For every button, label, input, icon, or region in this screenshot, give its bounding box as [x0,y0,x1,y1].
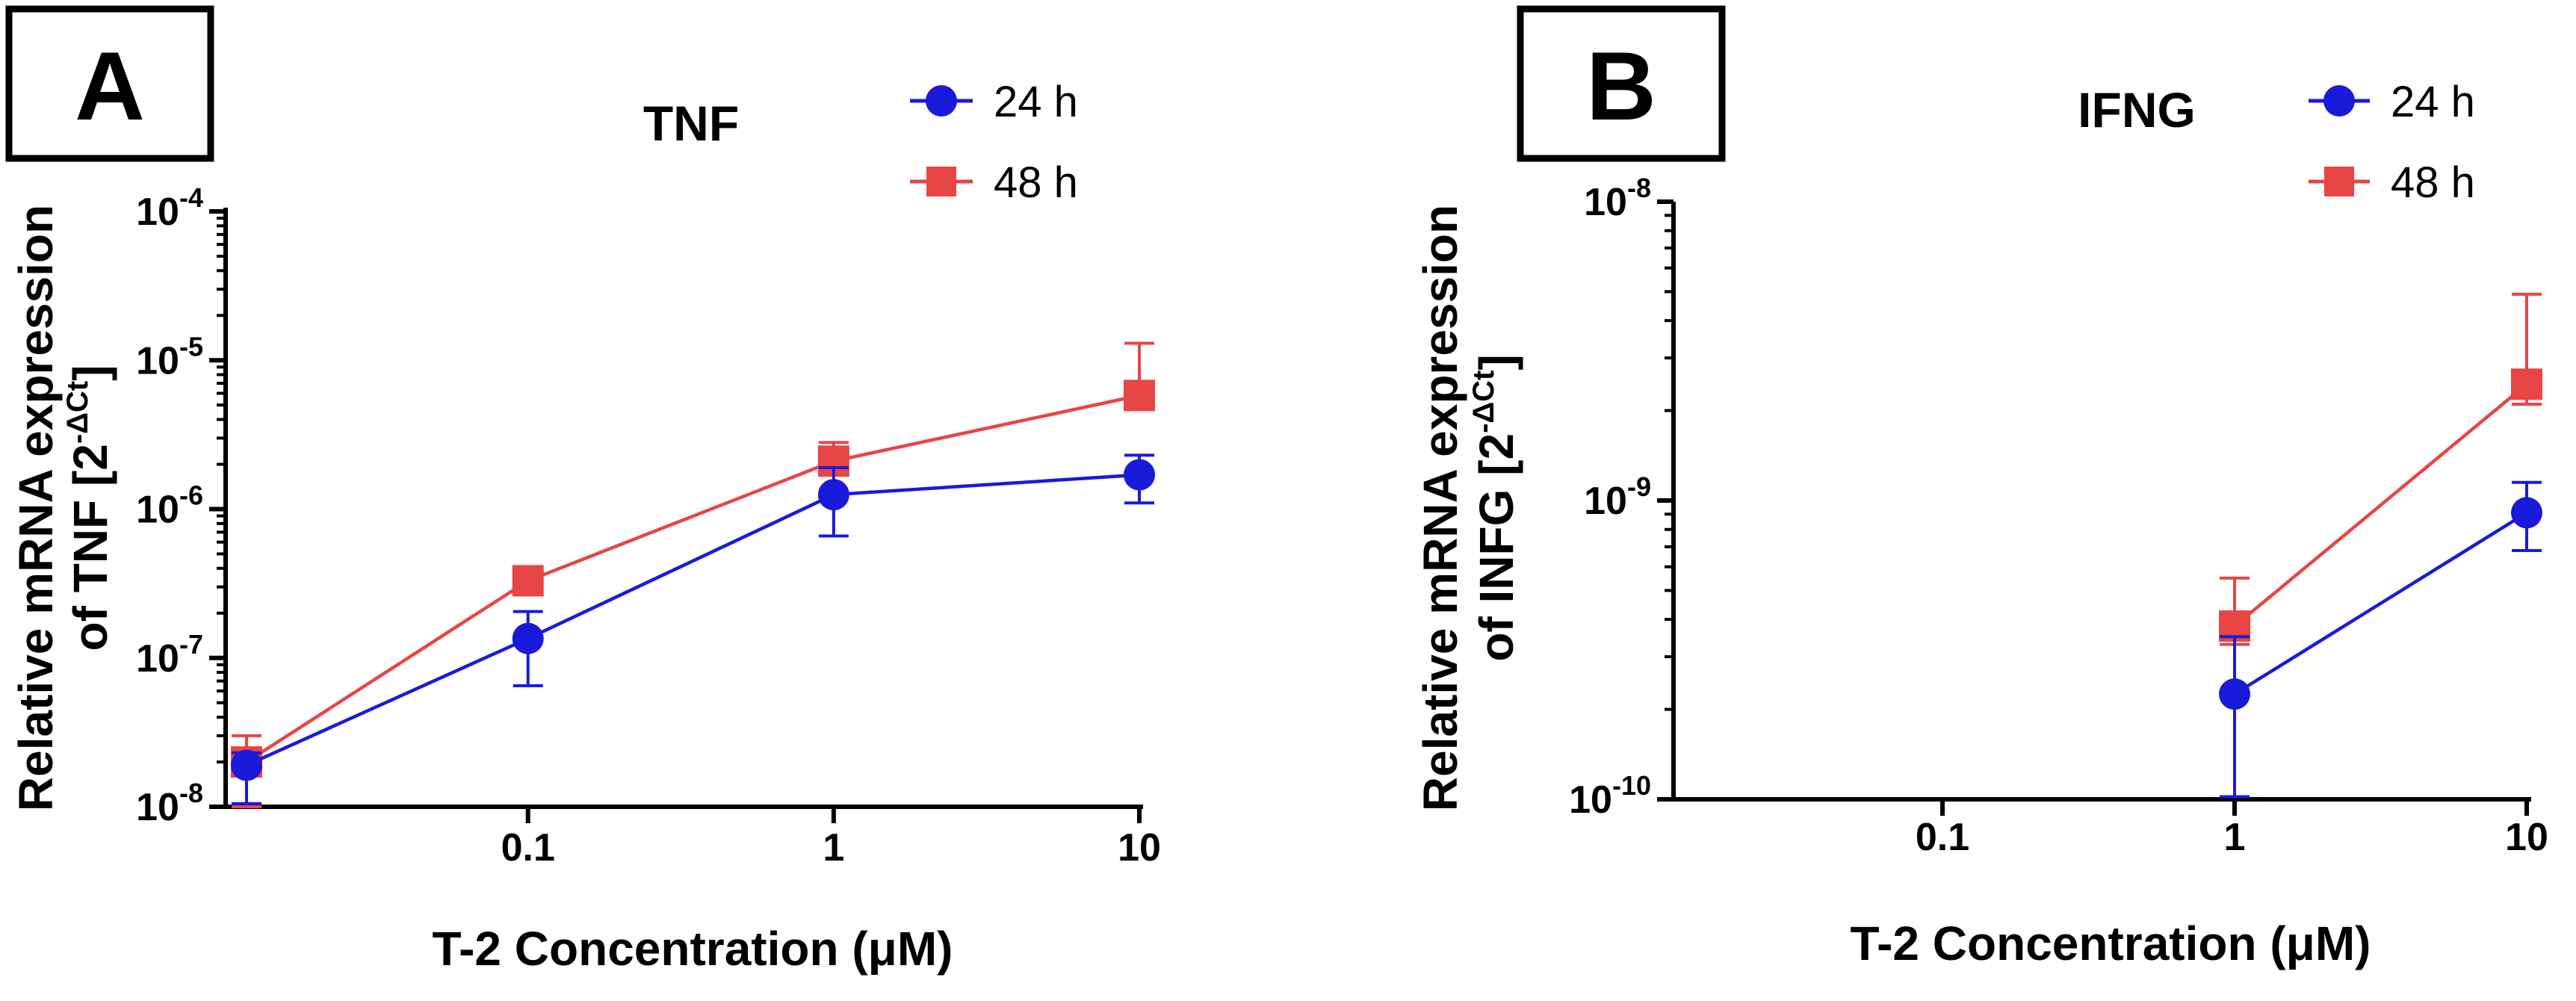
panel-a-x-axis-title: T-2 Concentration (μM) [433,922,953,976]
panel-b-legend-label-48h: 48 h [2391,158,2475,207]
panel-a-point-48h [1124,379,1155,412]
panel-b: B IFNG T-2 Concentration (μM) Relative m… [1414,5,2548,970]
panel-b-point-24h [2219,678,2251,710]
panel-b-y-axis-title-line1: Relative mRNA expression [1414,205,1467,811]
panel-b-legend-swatch-48h-marker [2324,167,2354,196]
panel-a-y-tick-label: 10-8 [136,778,203,829]
panel-a-y-axis-title-line1: Relative mRNA expression [9,205,63,811]
panel-a-legend-swatch-48h-marker [926,167,956,196]
panel-b-point-48h [2511,368,2542,400]
panel-b-letter: B [1586,31,1656,140]
panel-a-y-tick-label: 10-4 [136,182,203,234]
panel-a-y-tick-label: 10-6 [136,480,203,532]
panel-a-legend-label-48h: 48 h [994,158,1078,207]
panel-b-y-tick-label: 10-8 [1584,173,1651,224]
panel-a-x-tick-label: 1 [823,826,844,870]
panel-b-legend: 24 h 48 h [2309,78,2475,207]
panel-b-x-tick-label: 1 [2224,816,2246,859]
panel-a-x-tick-label: 10 [1118,826,1161,870]
panel-b-x-tick-label: 10 [2505,816,2548,859]
panel-b-letter-box [1517,5,1726,162]
panel-a-series-line-24h [246,473,1140,767]
panel-a-series-line-48h [245,394,1140,763]
panel-a-letter: A [75,31,145,140]
panel-b-y-tick-label: 10-9 [1584,471,1651,523]
panel-b-legend-label-24h: 24 h [2391,78,2475,126]
panel-b-plot-area: 10-10 10-9 10-8 0.1 1 10 [1569,173,2548,859]
panel-a: A TNF T-2 Concentration (μM) Relative mR… [5,5,1161,976]
panel-a-point-24h [1124,459,1155,491]
panel-a-point-24h [512,622,544,654]
panel-a-point-24h [817,479,849,511]
panel-b-x-axis-title: T-2 Concentration (μM) [1851,917,2371,970]
panel-b-point-24h [2511,497,2542,529]
panel-a-legend-label-24h: 24 h [994,78,1078,126]
panel-b-legend-swatch-24h-marker [2323,85,2355,117]
panel-b-series-line-48h [2233,382,2528,627]
panel-a-y-axis-title-line2: of TNF [2-ΔCt] [61,365,117,651]
panel-a-legend-swatch-24h-marker [926,85,957,117]
panel-a-y-tick-label: 10-7 [136,629,203,681]
panel-b-x-tick-label: 0.1 [1916,816,1969,859]
panel-a-title: TNF [643,96,739,151]
panel-b-y-tick-label: 10-10 [1569,770,1651,822]
panel-a-x-tick-label: 0.1 [501,826,555,870]
panel-a-point-24h [231,749,262,781]
panel-a-letter-box [5,5,214,162]
panel-b-y-axis-title-line2: of INFG [2-ΔCt] [1467,354,1523,661]
panel-a-plot-area: 10-8 10-7 10-6 10-5 10-4 0.1 1 10 [136,182,1161,870]
panel-a-point-48h [512,565,544,597]
panel-a-y-tick-label: 10-5 [136,331,203,382]
panel-b-title: IFNG [2078,82,2196,137]
panel-b-series-line-24h [2233,511,2528,696]
panel-a-legend: 24 h 48 h [910,78,1078,207]
